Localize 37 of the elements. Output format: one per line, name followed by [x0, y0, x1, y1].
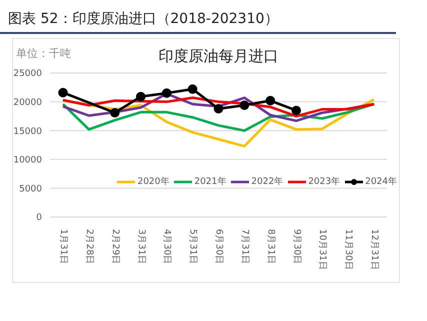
- point: [58, 88, 68, 98]
- x-tick-label: 3月31日: [136, 229, 146, 264]
- y-tick-label: 5000: [19, 184, 42, 194]
- legend-label: 2022年: [251, 176, 284, 188]
- point: [188, 84, 198, 94]
- chart-subtitle: 图表 52：印度原油进口（2018-202310）: [8, 10, 278, 28]
- x-tick-label: 5月31日: [188, 229, 198, 264]
- x-tick-label: 12月31日: [369, 229, 379, 270]
- x-tick-label: 8月31日: [265, 229, 276, 264]
- x-tick-label: 9月30日: [291, 229, 302, 264]
- y-axis-title: 单位：千吨: [16, 46, 71, 61]
- y-tick-label: 10000: [13, 156, 42, 166]
- legend-label: 2021年: [194, 176, 226, 188]
- point: [110, 108, 120, 118]
- y-tick-label: 20000: [13, 98, 42, 108]
- x-tick-label: 2月28日: [84, 229, 94, 264]
- x-tick-label: 1月31日: [58, 229, 68, 264]
- legend-label: 2024年: [365, 176, 397, 188]
- point: [136, 92, 146, 102]
- x-tick-label: 6月30日: [214, 229, 224, 264]
- y-tick-label: 25000: [13, 69, 42, 80]
- x-tick-label: 2月29日: [110, 229, 120, 264]
- x-tick-label: 4月30日: [162, 229, 172, 264]
- point: [240, 100, 250, 110]
- x-tick-label: 11月30日: [343, 229, 354, 270]
- line-series: [62, 96, 376, 118]
- point: [292, 106, 301, 116]
- legend-label: 2020年: [137, 176, 170, 188]
- chart-title: 印度原油每月进口: [158, 47, 278, 65]
- x-tick-label: 10月31日: [317, 229, 328, 270]
- point: [266, 96, 276, 106]
- y-tick-label: 15000: [13, 126, 42, 137]
- x-tick-label: 7月31日: [239, 229, 250, 264]
- point: [214, 104, 224, 114]
- point: [162, 88, 172, 98]
- legend-label: 2023年: [308, 176, 340, 188]
- y-tick-label: 0: [36, 213, 42, 224]
